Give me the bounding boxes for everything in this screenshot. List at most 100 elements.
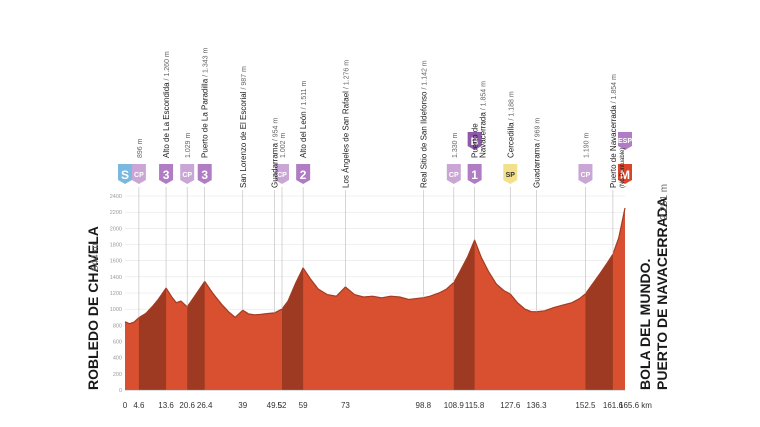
badge-cp: CP	[275, 164, 290, 184]
waypoint-name-text: Real Sitio de San Ildefonso	[419, 91, 428, 188]
waypoint-name-line2: (No Puntuable)	[620, 148, 626, 188]
y-tick-label: 1200	[110, 291, 122, 297]
waypoint-name: Guadarrama / 969 m	[533, 118, 542, 188]
km-label: 127.6	[500, 401, 521, 410]
waypoint-lines	[138, 187, 614, 318]
badge-cp: CP	[578, 164, 593, 184]
km-label: 136.3	[527, 401, 548, 410]
y-tick-label: 200	[113, 372, 122, 378]
waypoint-elevation: 896 m	[137, 138, 144, 158]
finish-town-label-line1: BOLA DEL MUNDO.	[637, 259, 653, 390]
badge-top-shape	[467, 132, 482, 150]
finish-elevation-label: 2.251 m	[659, 184, 670, 220]
waypoint-name: San Lorenzo de El Escorial / 987 m	[239, 66, 248, 188]
waypoint-elevation: / 1.343 m	[203, 48, 210, 79]
y-tick-label: 800	[113, 323, 122, 329]
badge-2: 2	[296, 164, 311, 184]
waypoint-name-text: Puerto de La Paradilla	[201, 78, 210, 158]
profile-line	[124, 207, 626, 325]
elevation-profile	[124, 207, 626, 390]
badge-label: S	[121, 168, 129, 182]
waypoint-elevation: 1.002 m	[280, 133, 287, 158]
y-tick-label: 600	[113, 340, 122, 346]
km-label: 165.6 km	[619, 401, 652, 410]
km-label: 13.6	[158, 401, 174, 410]
badge-sp: SP	[503, 164, 518, 184]
waypoint-name: Alto de La Escondida / 1.260 m	[162, 51, 171, 158]
km-label: 98.8	[416, 401, 432, 410]
badge-label: 1	[471, 168, 478, 182]
waypoint-elevation: / 1.854 m	[481, 81, 488, 112]
waypoint-labels: 896 m Alto de La Escondida / 1.260 m 1.029…	[137, 48, 626, 188]
badge-shape	[131, 164, 146, 184]
badge-m: M ESP	[618, 132, 632, 184]
badge-shape	[467, 164, 482, 184]
badge-s: S	[118, 164, 132, 184]
badge-3: 3	[159, 164, 174, 184]
waypoint-name-text: Cercedilla	[506, 122, 515, 158]
y-tick-label: 1400	[110, 275, 122, 281]
waypoint-name: Los Ángeles de San Rafael / 1.276 m	[341, 60, 350, 188]
waypoint-name-text: Guadarrama	[270, 143, 279, 188]
badge-top-label: B	[471, 136, 479, 148]
badge-label: CP	[182, 172, 192, 179]
y-tick-label: 2200	[110, 210, 122, 216]
waypoint-elevation: / 1.260 m	[164, 51, 171, 82]
waypoint-name: Guadarrama / 954 m	[270, 118, 279, 188]
waypoint-name-text: San Lorenzo de El Escorial	[239, 91, 248, 188]
badge-shape	[503, 164, 518, 184]
badge-label: SP	[506, 172, 516, 179]
y-tick-label: 1000	[110, 307, 122, 313]
badge-cp: CP	[131, 164, 146, 184]
y-tick-label: 0	[119, 388, 122, 394]
waypoint-elevation: / 1.188 m	[508, 91, 515, 122]
waypoint-name-text: Navacerrada	[479, 112, 488, 158]
km-label: 59	[299, 401, 308, 410]
badge-shape	[275, 164, 290, 184]
km-axis: 0 4.6 13.6 20.6 26.4 39 49.552 59 73 98.8 108.9 115…	[123, 389, 652, 410]
km-label: 152.5	[575, 401, 596, 410]
waypoint-name: Puerto de Navacerrada / 1.854 m	[609, 74, 618, 188]
badge-shape	[197, 164, 212, 184]
waypoint-name-text: Los Ángeles de San Rafael	[341, 91, 350, 188]
profile-area	[125, 208, 625, 390]
km-label: 0	[123, 401, 128, 410]
km-label: 39	[238, 401, 247, 410]
y-tick-label: 1800	[110, 243, 122, 249]
waypoint-elevation: / 1.142 m	[421, 60, 428, 91]
waypoint-name: Cercedilla / 1.188 m	[506, 91, 515, 158]
waypoint-elevation: 1.190 m	[583, 133, 590, 158]
waypoint-name-text: Guadarrama	[533, 143, 542, 188]
waypoint-name-text: Puerto de	[471, 123, 480, 158]
waypoint-name: Puerto de	[471, 123, 480, 158]
badge-label: M	[620, 168, 630, 182]
waypoint-elevation: / 1.276 m	[343, 60, 350, 91]
badge-label: CP	[449, 172, 459, 179]
km-label: 108.9	[444, 401, 465, 410]
waypoint-name: Puerto de La Paradilla / 1.343 m	[201, 48, 210, 158]
waypoint-elevation: 1.029 m	[185, 133, 192, 158]
badge-label: 3	[163, 168, 170, 182]
badge-label: 2	[300, 168, 307, 182]
climb-segment	[138, 208, 167, 390]
waypoint-elevation: / 987 m	[241, 66, 248, 91]
badge-label: 3	[201, 168, 208, 182]
badge-shape	[180, 164, 195, 184]
waypoint-name: Alto del León / 1.511 m	[299, 81, 308, 158]
badge-3: 3	[197, 164, 212, 184]
y-tick-label: 400	[113, 356, 122, 362]
km-label: 52	[278, 401, 287, 410]
waypoint-name: Real Sitio de San Ildefonso / 1.142 m	[419, 60, 428, 188]
badge-cp: CP	[180, 164, 195, 184]
badge-label: CP	[581, 172, 591, 179]
km-label: 161.6	[603, 401, 624, 410]
km-label: 26.4	[197, 401, 213, 410]
start-town-label: ROBLEDO DE CHAVELA	[85, 226, 101, 390]
badge-shape	[159, 164, 174, 184]
badge-shape	[296, 164, 311, 184]
badge-shape	[618, 164, 632, 184]
waypoint-name-text: (No Puntuable)	[620, 148, 626, 188]
badge-top-label: ESP	[618, 138, 632, 145]
